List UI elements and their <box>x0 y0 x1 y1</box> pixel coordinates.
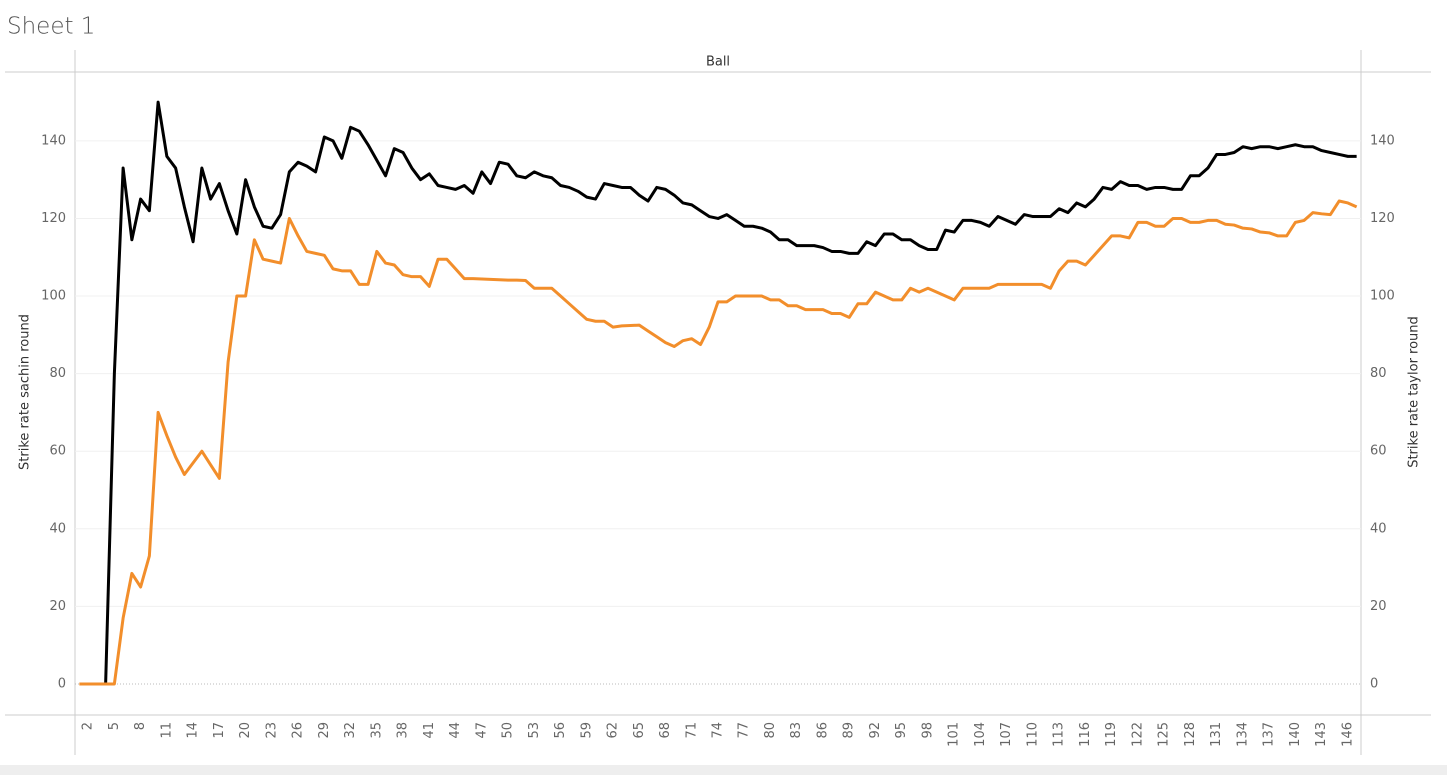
y-tick-label: 0 <box>58 676 66 691</box>
y-axis-title: Strike rate sachin round <box>18 314 33 470</box>
y-tick-label: 60 <box>49 444 66 459</box>
x-tick-label: 65 <box>632 722 647 739</box>
x-tick-label: 32 <box>343 722 358 739</box>
series-line <box>104 100 1357 685</box>
y-tick-label: 80 <box>49 366 66 381</box>
y2-tick-label: 100 <box>1370 289 1395 304</box>
y2-tick-label: 0 <box>1370 676 1378 691</box>
x-tick-label: 2 <box>81 722 96 730</box>
x-tick-label: 95 <box>894 722 909 739</box>
x-tick-label: 92 <box>868 722 883 739</box>
y2-tick-label: 120 <box>1370 211 1395 226</box>
x-tick-label: 20 <box>238 722 253 739</box>
x-tick-label: 128 <box>1183 722 1198 747</box>
x-tick-label: 71 <box>684 722 699 739</box>
y-tick-label: 120 <box>41 211 66 226</box>
x-tick-label: 11 <box>159 722 174 739</box>
x-tick-label: 107 <box>999 722 1014 747</box>
x-tick-label: 26 <box>291 722 306 739</box>
x-tick-label: 122 <box>1130 722 1145 747</box>
x-tick-label: 98 <box>920 722 935 739</box>
x-tick-label: 83 <box>789 722 804 739</box>
x-tick-label: 116 <box>1078 722 1093 747</box>
x-tick-label: 131 <box>1209 722 1224 747</box>
x-tick-label: 68 <box>658 722 673 739</box>
x-tick-label: 14 <box>186 722 201 739</box>
x-tick-label: 62 <box>606 722 621 739</box>
x-tick-label: 56 <box>553 722 568 739</box>
x-tick-label: 41 <box>422 722 437 739</box>
x-tick-label: 89 <box>842 722 857 739</box>
x-tick-label: 53 <box>527 722 542 739</box>
x-tick-label: 50 <box>501 722 516 739</box>
x-tick-label: 86 <box>815 722 830 739</box>
y-tick-label: 140 <box>41 133 66 148</box>
x-tick-label: 47 <box>474 722 489 739</box>
x-tick-label: 77 <box>737 722 752 739</box>
x-tick-label: 5 <box>107 722 122 730</box>
x-tick-label: 101 <box>947 722 962 747</box>
x-tick-label: 44 <box>448 722 463 739</box>
x-tick-label: 80 <box>763 722 778 739</box>
y2-axis-title: Strike rate taylor round <box>1407 316 1422 468</box>
x-tick-label: 74 <box>711 722 726 739</box>
x-tick-label: 146 <box>1340 722 1355 747</box>
x-header: Ball <box>706 55 730 70</box>
x-tick-label: 119 <box>1104 722 1119 747</box>
x-tick-label: 17 <box>212 722 227 739</box>
x-tick-label: 137 <box>1262 722 1277 747</box>
x-tick-label: 23 <box>264 722 279 739</box>
y-tick-label: 40 <box>49 521 66 536</box>
x-tick-label: 29 <box>317 722 332 739</box>
y2-tick-label: 20 <box>1370 599 1387 614</box>
series-line <box>79 199 1358 686</box>
y-tick-label: 20 <box>49 599 66 614</box>
sheet-title: Sheet 1 <box>7 14 95 40</box>
x-tick-label: 143 <box>1314 722 1329 747</box>
y-tick-label: 100 <box>41 289 66 304</box>
scrollbar <box>0 765 1447 775</box>
x-tick-label: 35 <box>369 722 384 739</box>
y2-tick-label: 80 <box>1370 366 1387 381</box>
x-tick-label: 113 <box>1052 722 1067 747</box>
y2-tick-label: 60 <box>1370 444 1387 459</box>
x-tick-label: 8 <box>133 722 148 730</box>
y2-tick-label: 140 <box>1370 133 1395 148</box>
x-tick-label: 59 <box>579 722 594 739</box>
y2-tick-label: 40 <box>1370 521 1387 536</box>
x-tick-label: 104 <box>973 722 988 747</box>
x-tick-label: 125 <box>1157 722 1172 747</box>
x-tick-label: 110 <box>1025 722 1040 747</box>
x-tick-label: 140 <box>1288 722 1303 747</box>
x-tick-label: 134 <box>1235 722 1250 747</box>
x-tick-label: 38 <box>396 722 411 739</box>
